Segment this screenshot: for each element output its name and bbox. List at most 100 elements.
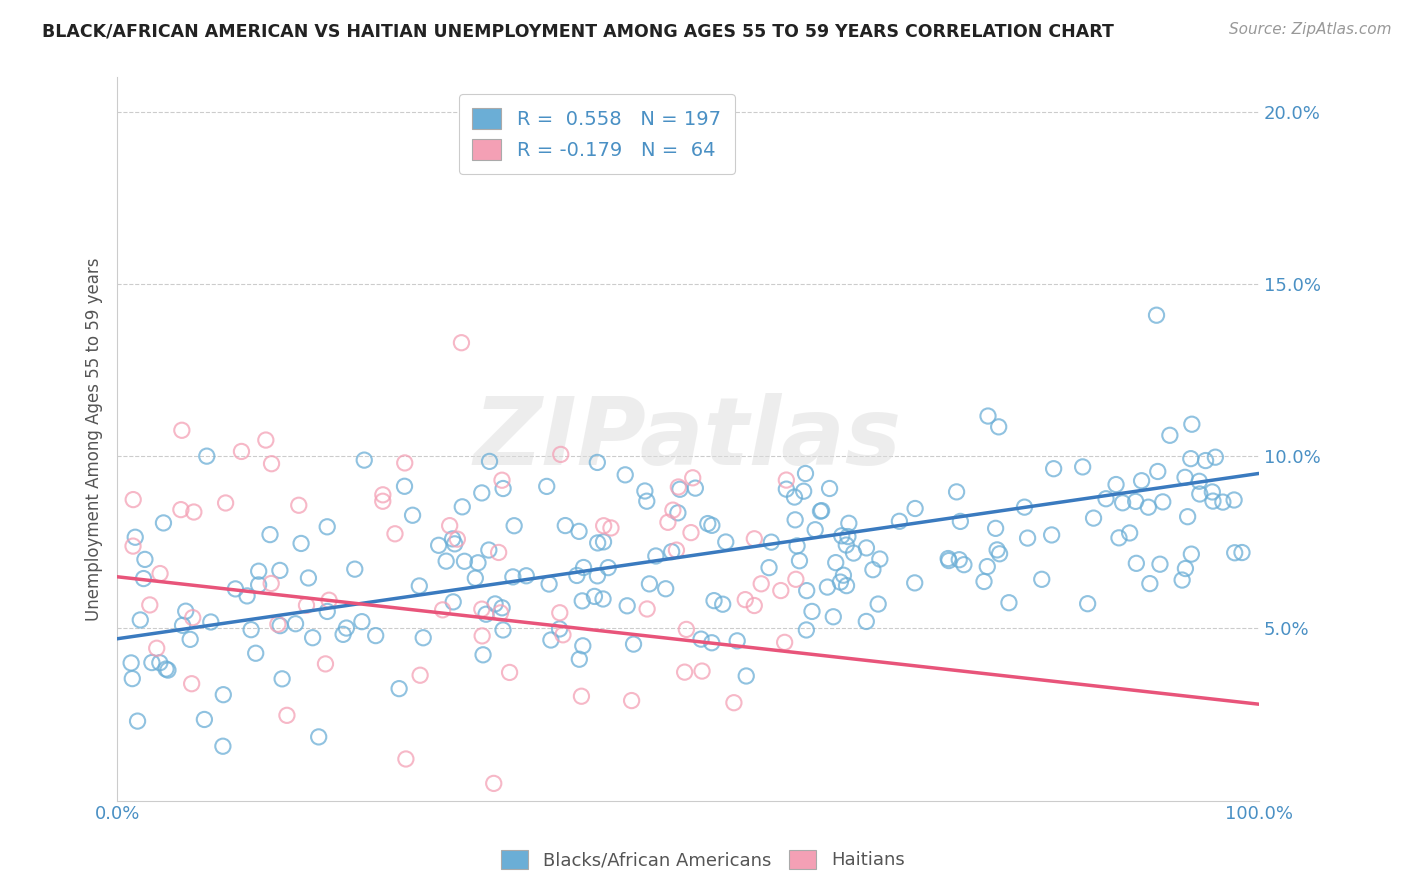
Point (636, 602, 658, 616)
Point (669, 482, 692, 496)
Point (862, 563, 884, 577)
Point (666, 480, 689, 494)
Point (170, 423, 193, 437)
Point (536, 479, 558, 493)
Point (451, 500, 474, 514)
Point (838, 516, 860, 531)
Point (515, 568, 537, 582)
Y-axis label: Unemployment Among Ages 55 to 59 years: Unemployment Among Ages 55 to 59 years (86, 257, 103, 621)
Point (343, 562, 366, 576)
Point (482, 776, 505, 790)
Point (301, 631, 323, 645)
Point (675, 623, 697, 637)
Point (471, 602, 494, 616)
Point (735, 669, 758, 683)
Text: ZIPatlas: ZIPatlas (474, 393, 903, 485)
Point (121, 672, 143, 686)
Point (129, 613, 152, 627)
Point (984, 521, 1007, 535)
Point (316, 604, 339, 618)
Point (145, 641, 167, 656)
Point (623, 637, 645, 651)
Point (276, 708, 298, 723)
Point (586, 455, 609, 469)
Point (260, 457, 283, 471)
Legend: Blacks/African Americans, Haitians: Blacks/African Americans, Haitians (492, 840, 914, 879)
Point (287, 498, 309, 512)
Point (785, 572, 807, 586)
Point (815, 580, 838, 594)
Point (973, 574, 995, 589)
Point (703, 593, 725, 607)
Point (600, 521, 623, 535)
Point (269, 563, 291, 577)
Point (565, 568, 588, 582)
Point (786, 539, 808, 553)
Point (592, 591, 614, 606)
Point (439, 518, 461, 533)
Point (212, 688, 235, 702)
Point (749, 576, 772, 591)
Point (478, 454, 501, 468)
Point (271, 672, 294, 686)
Point (998, 596, 1021, 610)
Point (434, 554, 457, 568)
Point (122, 539, 145, 553)
Point (551, 628, 574, 642)
Point (793, 484, 815, 499)
Point (657, 516, 679, 530)
Point (823, 609, 845, 624)
Point (832, 568, 855, 582)
Point (592, 518, 614, 533)
Point (1152, 495, 1174, 509)
Point (1083, 511, 1105, 525)
Point (441, 532, 464, 546)
Point (1174, 561, 1197, 575)
Point (572, 639, 595, 653)
Point (700, 518, 723, 533)
Point (1105, 477, 1128, 491)
Point (1095, 491, 1118, 506)
Point (1146, 308, 1168, 322)
Point (231, 444, 253, 458)
Point (155, 662, 177, 676)
Point (1230, 545, 1253, 559)
Point (478, 543, 501, 558)
Point (1014, 500, 1036, 515)
Point (484, 597, 506, 611)
Point (761, 535, 783, 549)
Point (491, 600, 513, 615)
Point (835, 538, 858, 552)
Point (132, 572, 155, 586)
Point (775, 482, 797, 496)
Point (335, 621, 357, 635)
Point (453, 554, 475, 568)
Point (690, 632, 713, 647)
Point (638, 577, 661, 591)
Point (571, 690, 593, 704)
Point (409, 668, 432, 682)
Point (180, 676, 202, 690)
Point (1017, 531, 1039, 545)
Point (548, 622, 571, 636)
Point (446, 532, 468, 546)
Point (986, 542, 1008, 557)
Point (586, 569, 609, 583)
Point (388, 681, 411, 696)
Point (869, 552, 891, 566)
Point (472, 648, 495, 662)
Point (644, 549, 666, 563)
Point (1201, 484, 1223, 499)
Point (801, 604, 824, 618)
Point (247, 564, 270, 578)
Point (938, 553, 960, 567)
Point (141, 656, 163, 670)
Point (1130, 474, 1153, 488)
Point (734, 592, 756, 607)
Point (662, 503, 685, 517)
Point (1171, 573, 1194, 587)
Point (316, 520, 339, 534)
Point (224, 582, 246, 596)
Point (620, 693, 643, 707)
Point (1177, 509, 1199, 524)
